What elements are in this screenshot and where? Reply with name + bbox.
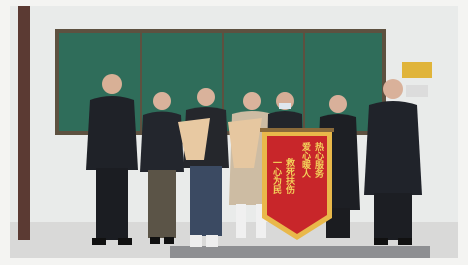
banner-text: 爱心暖人 [300, 141, 312, 178]
wall-plate [406, 85, 428, 97]
banner-text: 救死扶伤 [284, 157, 296, 195]
banner-text: 热心服务 [313, 141, 324, 179]
banner-rod [260, 128, 334, 132]
banner-text: 一心为民 [271, 158, 282, 195]
wall-sign [402, 62, 432, 78]
photo: 热心服务 爱心暖人 救死扶伤 一心为民 [0, 0, 468, 265]
mask [279, 103, 291, 109]
page: {"banner": {"lines": ["热心服务", "爱心暖人", "救… [0, 0, 468, 265]
floor-mat [170, 246, 430, 258]
door-frame [18, 6, 30, 240]
banner: 热心服务 爱心暖人 救死扶伤 一心为民 [260, 128, 334, 240]
